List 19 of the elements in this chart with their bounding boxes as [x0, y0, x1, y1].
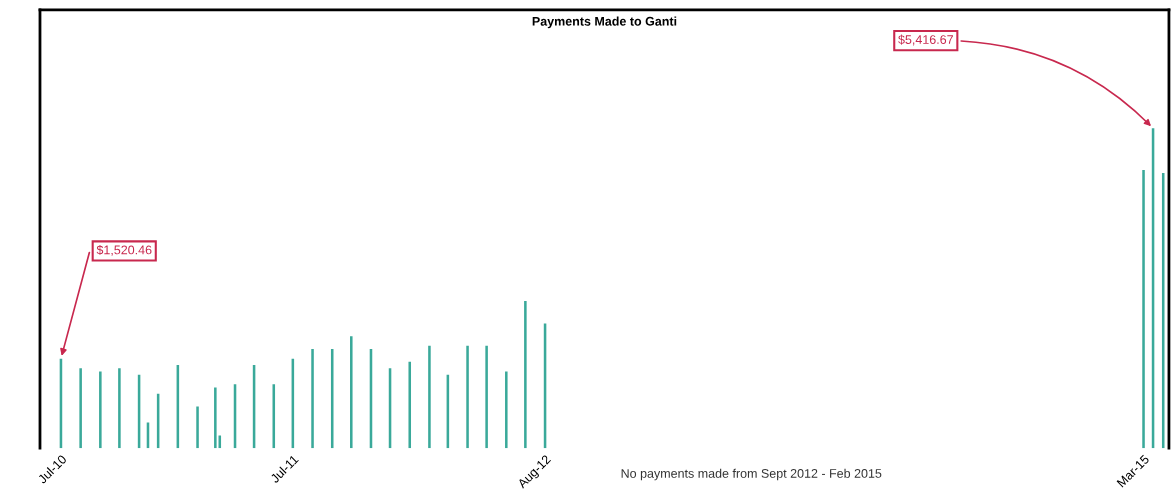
bar	[428, 345, 431, 449]
bar	[524, 301, 527, 449]
bar	[311, 349, 314, 449]
bar	[214, 387, 217, 449]
bar	[330, 349, 334, 449]
bar	[79, 368, 82, 449]
bar	[118, 368, 121, 449]
bar	[408, 361, 412, 449]
bar	[505, 371, 508, 449]
bar	[485, 345, 488, 449]
bar	[466, 345, 469, 449]
chart-title: Payments Made to Ganti	[532, 16, 677, 29]
text: No payments made from Sept 2012 - Feb 2015	[621, 468, 882, 481]
bar	[1142, 169, 1145, 449]
annotation: $5,416.67	[898, 34, 953, 46]
bar	[99, 371, 102, 449]
bar	[350, 336, 353, 449]
bar	[196, 406, 199, 449]
annotation: $1,520.46	[96, 244, 152, 256]
